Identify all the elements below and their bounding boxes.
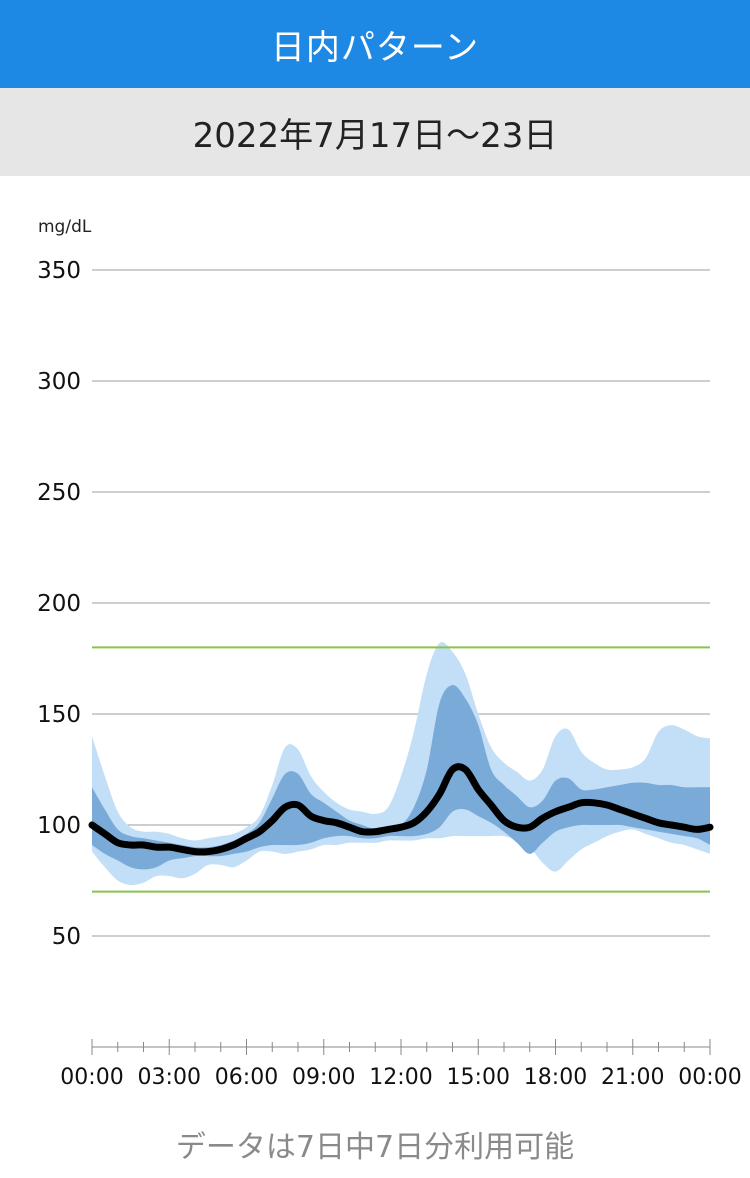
data-availability-text: データは7日中7日分利用可能 — [175, 1130, 575, 1165]
x-tick-label: 00:00 — [60, 1065, 123, 1090]
x-tick-label: 06:00 — [215, 1065, 278, 1090]
y-tick-label: 200 — [37, 591, 81, 617]
axis-labels: mg/dL 50 100 150 200 250 300 350 00:00 03:00 06:00… — [37, 217, 742, 1090]
date-range-bar[interactable]: 2022年7月17日～23日 — [0, 88, 750, 176]
percentile-bands — [92, 642, 710, 885]
data-availability-note: データは7日中7日分利用可能 — [0, 1122, 750, 1166]
x-tick-label: 09:00 — [292, 1065, 355, 1090]
y-tick-label: 100 — [37, 813, 81, 839]
x-tick-label: 00:00 — [678, 1065, 741, 1090]
y-tick-label: 250 — [37, 480, 81, 506]
page-header: 日内パターン — [0, 0, 750, 88]
y-tick-label: 350 — [37, 258, 81, 284]
y-tick-label: 150 — [37, 702, 81, 728]
daily-pattern-chart: mg/dL 50 100 150 200 250 300 350 00:00 03:00 06:00… — [37, 217, 742, 1090]
x-tick-label: 15:00 — [447, 1065, 510, 1090]
x-axis — [91, 1039, 711, 1055]
x-tick-label: 03:00 — [138, 1065, 201, 1090]
page-title: 日内パターン — [270, 27, 480, 68]
date-range-label: 2022年7月17日～23日 — [192, 115, 558, 156]
median-line-group — [88, 763, 714, 856]
y-tick-label: 50 — [52, 924, 81, 950]
target-range-lines — [92, 646, 710, 893]
y-tick-label: 300 — [37, 369, 81, 395]
x-tick-label: 18:00 — [524, 1065, 587, 1090]
y-axis-unit-label: mg/dL — [38, 217, 92, 237]
x-tick-label: 12:00 — [369, 1065, 432, 1090]
median-line — [88, 763, 714, 856]
x-tick-label: 21:00 — [601, 1065, 664, 1090]
gridlines — [92, 269, 710, 937]
band-25-75-percentile — [92, 685, 710, 870]
